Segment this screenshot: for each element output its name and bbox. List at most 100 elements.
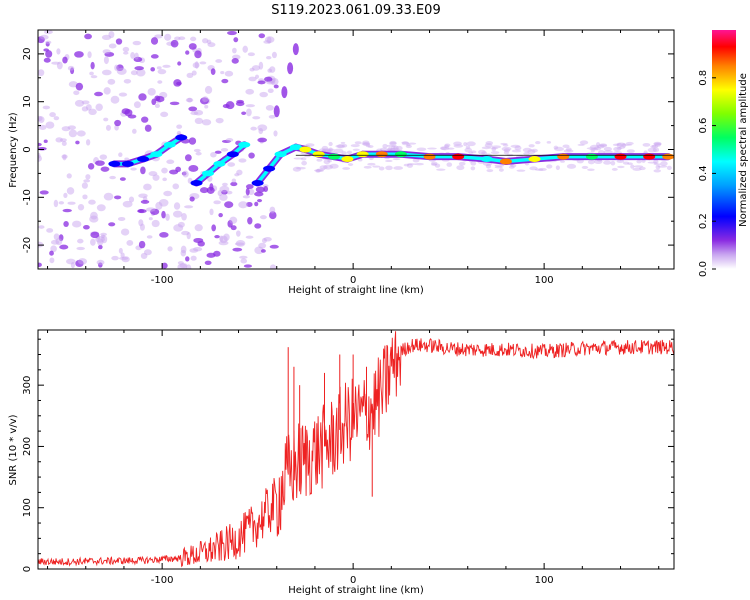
spectrogram-noise-blob xyxy=(207,42,216,48)
spectrogram-noise-blob xyxy=(188,43,197,50)
spectrogram-noise-blob xyxy=(56,48,61,55)
spectrogram-noise-blob xyxy=(247,52,255,57)
spectrogram-ridge-point xyxy=(226,151,239,158)
spectrogram-noise-blob xyxy=(194,224,203,232)
spectrogram-noise-blob xyxy=(178,36,186,41)
spectrogram-halo-blob xyxy=(470,166,476,171)
spectrogram-halo-blob xyxy=(386,147,397,151)
spectrogram-noise-blob xyxy=(259,215,267,220)
spectrogram-noise-blob xyxy=(195,151,202,156)
spectrogram-noise-blob xyxy=(151,98,157,106)
spectrogram-noise-blob xyxy=(148,217,153,221)
snr-x-tick-label: 100 xyxy=(535,575,554,586)
spectrogram-halo-blob xyxy=(315,169,321,173)
spectrogram-ridge-point xyxy=(274,151,287,158)
spectrogram-noise-blob xyxy=(134,52,139,60)
spectrogram-noise-blob xyxy=(88,199,96,205)
spectrogram-noise-blob xyxy=(94,91,103,97)
spectrogram-noise-blob xyxy=(222,182,228,187)
spectrogram-noise-blob xyxy=(67,65,75,71)
spectrogram-halo-blob xyxy=(593,146,602,151)
spectrogram-halo-blob xyxy=(565,147,572,152)
spectrogram-noise-blob xyxy=(245,187,250,196)
spectrogram-noise-blob xyxy=(141,116,149,123)
spectrogram-halo-blob xyxy=(347,163,354,166)
spectrogram-noise-blob xyxy=(243,264,252,268)
spectrogram-noise-blob xyxy=(176,124,183,129)
spectrogram-noise-blob xyxy=(43,57,51,63)
spectrogram-noise-blob xyxy=(258,128,264,135)
spectrogram-noise-blob xyxy=(242,45,248,53)
spectrogram-halo-blob xyxy=(382,143,388,149)
spectrogram-noise-blob xyxy=(138,93,147,101)
spectrogram-halo-blob xyxy=(412,158,420,163)
spectrogram-halo-blob xyxy=(636,159,642,164)
spectrogram-noise-blob xyxy=(116,67,127,75)
spectrogram-halo-blob xyxy=(406,143,411,147)
spectrogram-noise-blob xyxy=(188,106,198,112)
snr-series xyxy=(38,331,674,568)
spectrogram-noise-blob xyxy=(268,114,276,119)
spectrogram-noise-blob xyxy=(210,68,216,75)
spectrogram-noise-blob xyxy=(123,78,132,84)
spectrogram-noise-blob xyxy=(185,264,192,269)
spectrogram-noise-blob xyxy=(257,137,268,143)
spectrogram-halo-blob xyxy=(603,146,613,152)
spectrogram-noise-blob xyxy=(118,247,123,254)
spectrogram-noise-blob xyxy=(269,244,279,249)
colorbar-label: Normalized spectral amplitude xyxy=(738,73,749,227)
spectrogram-branch-blob xyxy=(273,105,280,118)
spectrogram-noise-blob xyxy=(161,167,168,174)
spectrogram-noise-blob xyxy=(155,96,165,103)
spectrogram-noise-blob xyxy=(224,201,234,209)
spectrogram-halo-blob xyxy=(407,142,417,145)
spectrogram-noise-blob xyxy=(201,119,212,126)
spectrogram-noise-blob xyxy=(269,206,276,214)
spectrogram-noise-blob xyxy=(138,209,145,213)
spectrogram-halo-blob xyxy=(511,149,522,153)
spectrogram-noise-blob xyxy=(220,71,225,75)
spectrogram-halo-blob xyxy=(633,165,644,168)
spectrogram-noise-blob xyxy=(214,235,220,239)
spectrogram-noise-blob xyxy=(162,177,167,182)
spectrogram-halo-blob xyxy=(367,162,376,166)
spectrogram-ridge-point xyxy=(137,156,150,163)
spectrogram-halo-blob xyxy=(363,165,372,169)
spectrogram-noise-blob xyxy=(46,228,54,233)
spectrogram-halo-blob xyxy=(625,141,634,146)
spectrogram-noise-blob xyxy=(239,255,248,259)
spectrogram-noise-blob xyxy=(39,34,49,40)
spectrogram-halo-blob xyxy=(650,144,659,149)
spectrogram-halo-blob xyxy=(301,160,307,166)
spectrogram-halo-blob xyxy=(379,147,388,152)
spectrogram-noise-blob xyxy=(214,150,222,154)
spectrogram-halo-blob xyxy=(587,159,595,165)
spectrogram-x-tick-label: 0 xyxy=(350,275,356,286)
spectrogram-noise-blob xyxy=(150,37,159,45)
spectrogram-noise-blob xyxy=(38,116,45,124)
spectrogram-noise-blob xyxy=(215,59,223,63)
spectrogram-noise-blob xyxy=(185,97,194,103)
spectrogram-noise-blob xyxy=(240,258,248,264)
spectrogram-halo-blob xyxy=(378,166,385,171)
spectrogram-noise-blob xyxy=(75,140,80,145)
spectrogram-noise-blob xyxy=(194,50,202,59)
snr-y-tick-label: 300 xyxy=(22,376,33,395)
spectrogram-x-axis-label: Height of straight line (km) xyxy=(288,285,424,296)
spectrogram-ridge-point xyxy=(394,151,407,158)
spectrogram-noise-blob xyxy=(172,183,180,190)
spectrogram-halo-blob xyxy=(503,150,510,155)
spectrogram-noise-blob xyxy=(121,256,130,263)
spectrogram-noise-blob xyxy=(165,213,170,221)
spectrogram-ridge-point xyxy=(238,141,251,148)
spectrogram-halo-blob xyxy=(389,140,397,146)
spectrogram-halo-blob xyxy=(434,163,441,168)
spectrogram-noise-blob xyxy=(61,140,67,146)
spectrogram-ridge-point xyxy=(163,141,176,148)
spectrogram-branch-blob xyxy=(281,86,288,99)
spectrogram-noise-blob xyxy=(45,40,52,45)
spectrogram-noise-blob xyxy=(260,249,266,253)
spectrogram-panel: -100 0 100 -20 -10 0 10 20 Height of str… xyxy=(8,29,675,296)
spectrogram-noise-blob xyxy=(124,157,129,161)
spectrogram-noise-blob xyxy=(134,66,144,71)
